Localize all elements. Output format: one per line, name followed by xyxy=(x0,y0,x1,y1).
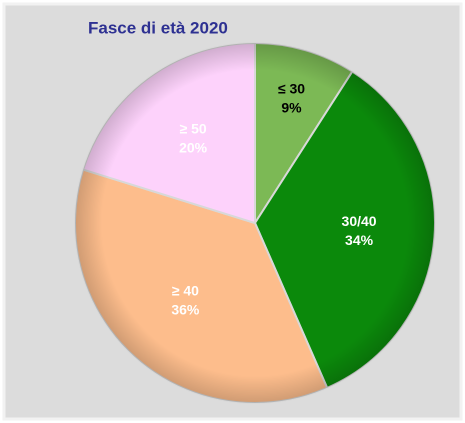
slice-value-label: 9% xyxy=(281,99,302,115)
chart-title: Fasce di età 2020 xyxy=(88,18,228,37)
slice-category-label: ≥ 40 xyxy=(172,283,199,299)
slice-value-label: 20% xyxy=(179,140,208,156)
slice-value-label: 34% xyxy=(345,232,374,248)
slice-category-label: ≤ 30 xyxy=(278,80,305,96)
slice-value-label: 36% xyxy=(171,302,200,318)
pie xyxy=(74,41,436,404)
slice-category-label: 30/40 xyxy=(342,213,377,229)
slice-category-label: ≥ 50 xyxy=(180,121,207,137)
labels: ≤ 30 9% 30/40 34% ≥ 40 36% ≥ 50 20% xyxy=(171,80,376,317)
